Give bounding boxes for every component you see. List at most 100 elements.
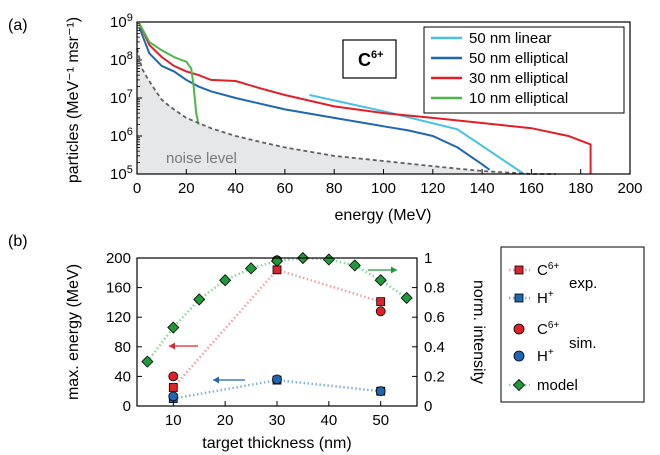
data-point-diamond [219,274,232,287]
data-point-diamond [400,291,413,305]
annotation-box-label: C6+ [358,49,384,70]
y-tick-label: 105 [110,164,133,183]
x-tick-label: 100 [371,180,396,197]
x-axis-label-a: energy (MeV) [335,207,432,224]
y2-tick-label: 0.2 [424,368,445,385]
x-tick-label: 50 [372,412,389,429]
chart-a: 0 20 40 60 80 100 120 140 160 180 200 105 106 107 108… [65,12,643,224]
y-tick-label: 0 [123,398,131,415]
x-tick-label: 20 [178,180,195,197]
model-axis-arrow-head [391,266,397,274]
data-point-circle [168,391,179,402]
legend-a-label: 30 nm elliptical [469,70,568,87]
series-b-line [172,268,382,389]
noise-level-label: noise level [166,150,237,167]
y2-axis-label-b: norm. intensity [470,280,487,384]
legend-h-exp-label: H+ [537,289,554,307]
x-tick-label: 80 [326,180,343,197]
data-point-diamond [348,259,361,272]
y-tick-label: 106 [110,126,133,145]
y-tick-label: 109 [110,12,133,31]
legend-c-exp-label: C6+ [537,261,559,279]
y2-tick-label: 1 [424,250,432,267]
y-axis-a: 105 106 107 108 109 [110,12,142,183]
data-point-square [376,297,386,307]
noise-fill [137,48,557,174]
data-point-diamond [141,355,154,368]
y-axis-b: 0 40 80 120 160 200 [106,250,142,415]
legend-h-sim-marker [513,350,525,362]
y-tick-label: 40 [114,368,131,385]
x-tick-label: 20 [217,412,234,429]
data-point-square [272,265,282,275]
y2-tick-label: 0.8 [424,280,445,297]
data-point-circle [168,371,179,382]
series-a-group [136,23,592,175]
x-tick-label: 10 [165,412,182,429]
x-tick-label: 40 [227,180,244,197]
h-axis-arrow-head [213,376,219,384]
y-tick-label: 160 [106,280,131,297]
data-point-diamond [374,274,387,287]
legend-c-sim-label: C6+ [537,320,559,338]
c-axis-arrow-head [169,342,175,350]
data-point-diamond [270,254,284,268]
y2-tick-label: 0.4 [424,339,445,356]
y2-axis-b: 0 0.2 0.4 0.6 0.8 1 [412,250,445,415]
y-tick-label: 80 [114,339,131,356]
legend-a-label: 50 nm elliptical [469,50,568,67]
panel-label-a: (a) [8,17,28,34]
x-tick-label: 180 [568,180,593,197]
legend-c-sim-marker [513,323,525,335]
data-point-circle [375,386,386,397]
legend-exp-label: exp. [569,275,597,292]
legend-h-sim-label: H+ [537,347,554,365]
y-tick-label: 120 [106,309,131,326]
panel-label-b: (b) [8,233,28,250]
x-tick-label: 60 [277,180,294,197]
x-axis-b: 10 20 30 40 50 [165,401,389,429]
series-line-50-nm-elliptical [138,27,491,171]
x-tick-label: 40 [321,412,338,429]
x-tick-label: 120 [420,180,445,197]
legend-b: C6+ H+ exp. C6+ H+ sim. model [500,246,645,403]
x-tick-label: 160 [519,180,544,197]
series-noise-level-line [136,48,556,175]
legend-a-label: 10 nm elliptical [469,90,568,107]
x-axis-a: 0 20 40 60 80 100 120 140 160 180 200 [133,169,643,197]
y-axis-label-a: particles (MeV⁻¹ msr⁻¹) [65,17,82,183]
data-point-diamond [322,253,335,266]
data-point-circle [272,374,282,385]
legend-h-exp-marker [514,293,524,303]
x-tick-label: 30 [269,412,286,429]
x-tick-label: 0 [133,180,141,197]
legend-b-frame [500,246,645,403]
legend-model-marker [512,378,526,392]
data-point-diamond [167,321,180,334]
series-b-points [141,251,413,404]
x-axis-label-b: target thickness (nm) [202,435,351,452]
legend-model-label: model [537,377,578,394]
data-point-circle [375,306,386,317]
y2-tick-label: 0.6 [424,309,445,326]
data-point-square [168,383,178,392]
chart-b: 10 20 30 40 50 0 40 80 120 160 200 0 0.2 0.4 0.6 0.8 1… [65,246,645,452]
y-tick-label: 200 [106,250,131,267]
y2-tick-label: 0 [424,398,432,415]
y-axis-label-b: max. energy (MeV) [65,264,82,400]
axis-arrows [169,266,397,384]
y-tick-label: 108 [110,50,133,69]
series-line-30-nm-elliptical [138,23,592,174]
x-tick-label: 200 [617,180,642,197]
series-line-50-nm-linear [309,94,525,175]
legend-a-label: 50 nm linear [469,30,552,47]
annotation-box [342,39,397,79]
x-tick-label: 140 [470,180,495,197]
noise-fill-area [137,48,557,174]
data-point-diamond [245,262,258,275]
legend-c-exp-marker [514,265,524,275]
data-point-diamond [193,293,206,306]
series-line-10-nm-elliptical [138,23,200,125]
y-tick-label: 107 [110,88,133,107]
